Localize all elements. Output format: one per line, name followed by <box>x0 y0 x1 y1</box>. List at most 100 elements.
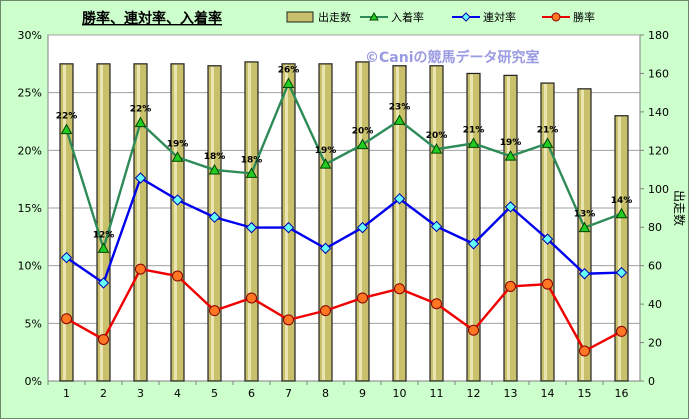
data-label: 18% <box>241 155 263 165</box>
data-label: 12% <box>93 230 115 240</box>
bar-highlight <box>248 62 251 381</box>
data-label: 23% <box>389 102 411 112</box>
bar <box>355 61 370 382</box>
y-right-tick-label: 160 <box>648 67 669 80</box>
marker-triangle <box>282 77 295 88</box>
y-left-tick-label: 30% <box>18 29 42 42</box>
y-right-tick-label: 20 <box>648 337 662 350</box>
x-tick-label: 13 <box>504 387 518 400</box>
bar <box>207 65 222 382</box>
x-tick-label: 12 <box>467 387 481 400</box>
y-left-tick-label: 25% <box>18 87 42 100</box>
y-right-tick-label: 60 <box>648 260 662 273</box>
x-tick-label: 16 <box>615 387 629 400</box>
bar-highlight <box>396 66 399 380</box>
legend-label: 入着率 <box>391 10 424 24</box>
y-left-tick-label: 0% <box>25 375 42 388</box>
data-label: 21% <box>463 125 485 135</box>
marker-diamond <box>430 220 443 233</box>
bar-highlight <box>581 89 584 381</box>
bar <box>577 88 592 382</box>
legend-label: 連対率 <box>483 10 516 24</box>
bar-highlight <box>63 64 66 380</box>
bar-highlight <box>174 64 177 380</box>
marker-triangle <box>541 137 554 148</box>
marker-triangle <box>393 114 406 125</box>
data-label: 20% <box>426 131 448 141</box>
marker-circle <box>505 280 516 292</box>
marker-diamond <box>245 221 258 234</box>
marker-circle <box>542 278 553 290</box>
series-line-2 <box>65 267 623 353</box>
marker-diamond <box>60 251 73 264</box>
bar-highlight <box>359 62 362 381</box>
marker-circle <box>135 263 146 275</box>
marker-circle <box>246 292 257 304</box>
marker-diamond <box>97 277 110 289</box>
marker-triangle <box>430 143 443 154</box>
marker-diamond <box>541 233 554 245</box>
marker-circle <box>209 305 220 317</box>
data-label: 13% <box>574 210 596 220</box>
bar-highlight <box>470 74 473 380</box>
data-label: 20% <box>352 127 374 137</box>
bar-highlight <box>100 64 103 380</box>
bar-highlight <box>618 116 621 380</box>
data-label: 18% <box>204 152 226 162</box>
data-label: 26% <box>278 65 300 75</box>
bar-highlight <box>507 76 510 380</box>
marker-diamond <box>393 193 406 205</box>
marker-diamond <box>208 211 221 223</box>
marker-circle <box>616 325 627 337</box>
x-tick-label: 1 <box>63 387 70 400</box>
x-tick-label: 11 <box>430 387 444 400</box>
x-tick-label: 10 <box>393 387 407 400</box>
bar <box>503 74 518 382</box>
marker-diamond <box>504 201 517 213</box>
data-label: 21% <box>537 125 559 135</box>
series-line-1 <box>65 176 622 285</box>
marker-circle <box>357 292 368 304</box>
marker-circle <box>394 283 405 295</box>
legend-swatch-bar <box>286 11 314 23</box>
bar-highlight <box>211 66 214 380</box>
y-right-axis-label: 出走数 <box>672 190 687 226</box>
marker-triangle <box>97 242 110 253</box>
x-tick-label: 14 <box>541 387 555 400</box>
x-tick-label: 3 <box>137 387 144 400</box>
legend-label: 勝率 <box>573 10 595 24</box>
x-tick-label: 15 <box>578 387 592 400</box>
data-label: 19% <box>315 146 337 156</box>
legend-marker <box>369 11 379 21</box>
data-label: 22% <box>130 105 152 115</box>
bar <box>244 61 259 382</box>
marker-diamond <box>578 268 591 280</box>
marker-circle <box>468 324 479 336</box>
series-line-0 <box>65 80 622 253</box>
data-label: 14% <box>611 196 633 206</box>
y-left-tick-label: 20% <box>18 144 42 157</box>
watermark-text: ©Caniの競馬データ研究室 <box>365 49 540 66</box>
x-tick-label: 8 <box>322 387 329 400</box>
legend-marker <box>461 12 471 22</box>
marker-circle <box>431 298 442 310</box>
marker-circle <box>283 314 294 326</box>
legend-label: 出走数 <box>318 10 351 24</box>
marker-circle <box>579 345 590 357</box>
marker-circle <box>320 305 331 317</box>
marker-triangle <box>134 116 147 128</box>
marker-triangle <box>245 167 258 178</box>
marker-circle <box>98 333 109 345</box>
marker-diamond <box>134 172 147 184</box>
marker-diamond <box>319 242 332 255</box>
chart-title: 勝率、連対率、入着率 <box>82 10 222 27</box>
y-left-tick-label: 10% <box>18 260 42 273</box>
bar-highlight <box>137 64 140 380</box>
y-right-tick-label: 140 <box>648 106 669 119</box>
y-right-tick-label: 180 <box>648 29 669 42</box>
y-right-tick-label: 100 <box>648 183 669 196</box>
marker-triangle <box>60 123 73 135</box>
y-right-tick-label: 120 <box>648 144 669 157</box>
data-label: 19% <box>167 139 189 149</box>
